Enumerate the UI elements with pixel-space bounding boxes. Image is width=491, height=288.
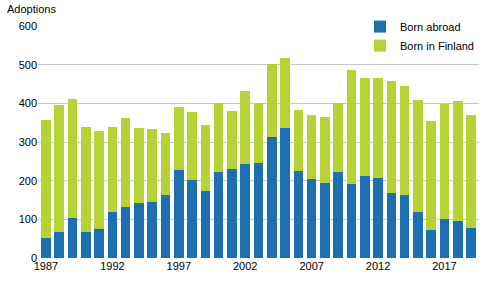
svg-text:Born in Finland: Born in Finland [400, 40, 474, 52]
svg-text:0: 0 [31, 252, 37, 264]
svg-text:2017: 2017 [432, 260, 456, 272]
svg-text:Adoptions: Adoptions [7, 3, 56, 15]
svg-text:1992: 1992 [100, 260, 124, 272]
svg-text:1987: 1987 [34, 260, 58, 272]
svg-text:2012: 2012 [366, 260, 390, 272]
svg-text:100: 100 [19, 213, 37, 225]
svg-text:200: 200 [19, 175, 37, 187]
svg-text:Born abroad: Born abroad [400, 21, 461, 33]
svg-text:2002: 2002 [233, 260, 257, 272]
svg-text:300: 300 [19, 136, 37, 148]
svg-text:600: 600 [19, 20, 37, 32]
svg-text:1997: 1997 [167, 260, 191, 272]
svg-text:2007: 2007 [299, 260, 323, 272]
svg-text:400: 400 [19, 97, 37, 109]
svg-text:500: 500 [19, 59, 37, 71]
